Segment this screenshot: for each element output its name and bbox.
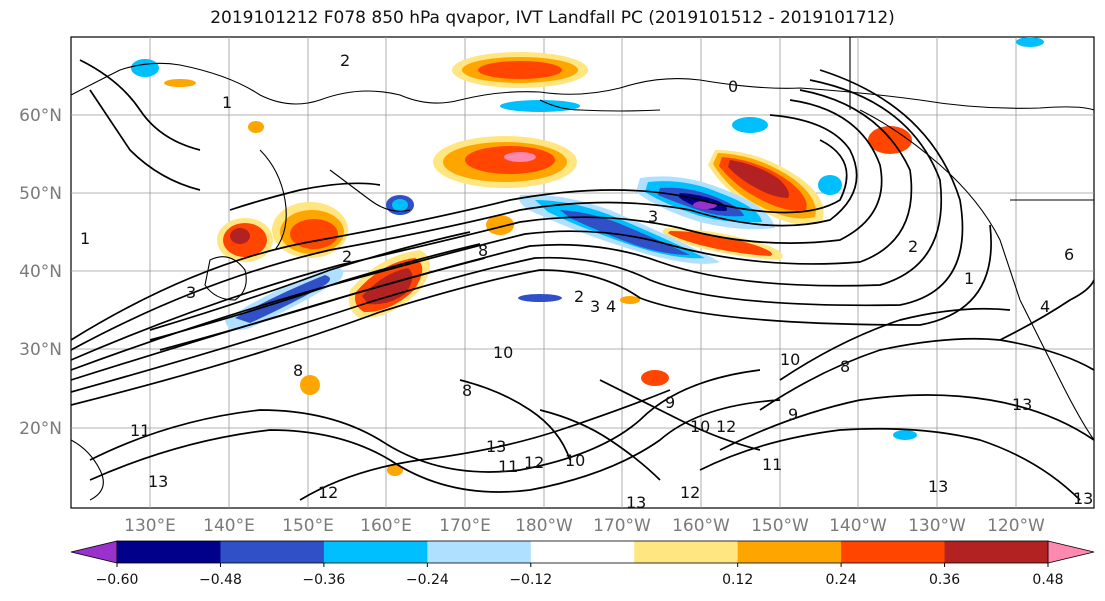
colorbar-segment <box>737 541 842 563</box>
contour-label: 10 <box>565 451 585 470</box>
contour-label: 11 <box>762 455 782 474</box>
contour-label: 4 <box>1040 297 1050 316</box>
contour-label: 6 <box>1064 245 1074 264</box>
lon-label: 140°W <box>829 516 887 536</box>
contour-label: 13 <box>626 493 646 512</box>
colorbar-tick-label: 0.24 <box>826 572 857 588</box>
contour-label: 11 <box>498 457 518 476</box>
contour-label: 0 <box>728 77 738 96</box>
contour-label: 3 <box>648 207 658 226</box>
contour-label: 1 <box>222 93 232 112</box>
colorbar-tick-label: −0.24 <box>406 572 449 588</box>
ivt-contours <box>71 59 1094 501</box>
contour-label: 12 <box>716 417 736 436</box>
contour-label: 10 <box>493 343 513 362</box>
map-title: 2019101212 F078 850 hPa qvapor, IVT Land… <box>210 8 895 28</box>
coastlines <box>71 37 1094 501</box>
lat-label: 20°N <box>19 419 62 439</box>
colorbar-segment <box>117 541 221 563</box>
colorbar-extend-max <box>1047 540 1095 564</box>
lon-label: 120°W <box>987 516 1045 536</box>
contour-label: 11 <box>130 421 150 440</box>
colorbar-tick-label: 0.48 <box>1032 572 1063 588</box>
contour-label: 2 <box>342 247 352 266</box>
latitude-labels: 60°N 50°N 40°N 30°N 20°N <box>19 106 62 439</box>
lon-label: 140°E <box>203 516 255 536</box>
contour-label: 1 <box>80 229 90 248</box>
contour-label: 13 <box>486 437 506 456</box>
contour-label: 12 <box>524 453 544 472</box>
lon-label: 160°E <box>360 516 412 536</box>
graticule <box>71 37 1094 508</box>
lat-label: 50°N <box>19 184 62 204</box>
lon-label: 130°W <box>908 516 966 536</box>
contour-label: 9 <box>665 393 675 412</box>
colorbar-segment <box>220 541 325 563</box>
lat-label: 30°N <box>19 340 62 360</box>
colorbar-segment <box>427 541 532 563</box>
contour-label: 4 <box>606 297 616 316</box>
contour-label: 2 <box>908 237 918 256</box>
contour-label: 8 <box>840 357 850 376</box>
contour-label: 2 <box>340 51 350 70</box>
qvapor-anomaly-fill <box>131 37 1044 476</box>
contour-label: 13 <box>148 472 168 491</box>
colorbar-tick-label: 0.36 <box>929 572 960 588</box>
contour-label: 3 <box>590 297 600 316</box>
lon-label: 130°E <box>124 516 176 536</box>
lon-label: 150°E <box>282 516 334 536</box>
colorbar-outline <box>116 540 1049 564</box>
contour-label: 12 <box>318 483 338 502</box>
contour-label: 13 <box>928 477 948 496</box>
colorbar: −0.60 −0.48 −0.36 −0.24 −0.12 0.12 0.24 0.36 0.4… <box>70 540 1095 588</box>
colorbar-tick-label: −0.36 <box>302 572 345 588</box>
longitude-labels: 130°E 140°E 150°E 160°E 170°E 180°W 170°… <box>124 516 1045 536</box>
colorbar-tick-label: 0.12 <box>722 572 753 588</box>
contour-label: 8 <box>462 381 472 400</box>
colorbar-segment <box>323 541 428 563</box>
lon-label: 180°W <box>515 516 573 536</box>
contour-label: 13 <box>1073 489 1093 508</box>
contour-label: 8 <box>293 361 303 380</box>
colorbar-segment <box>634 541 739 563</box>
contour-label: 13 <box>1012 395 1032 414</box>
contour-label: 9 <box>788 405 798 424</box>
contour-label: 8 <box>478 241 488 260</box>
lon-label: 170°E <box>439 516 491 536</box>
lat-label: 40°N <box>19 262 62 282</box>
colorbar-extend-min <box>70 540 118 564</box>
contour-label: 10 <box>690 417 710 436</box>
colorbar-tick-label: −0.60 <box>96 572 139 588</box>
contour-label: 10 <box>780 350 800 369</box>
map-frame <box>70 36 1095 509</box>
contour-label: 2 <box>574 287 584 306</box>
colorbar-tick-label: −0.12 <box>509 572 552 588</box>
lon-label: 170°W <box>593 516 651 536</box>
lon-label: 160°W <box>672 516 730 536</box>
contour-label: 3 <box>186 283 196 302</box>
colorbar-tick-label: −0.48 <box>199 572 242 588</box>
contour-label: 1 <box>964 269 974 288</box>
colorbar-segment <box>841 541 946 563</box>
lat-label: 60°N <box>19 106 62 126</box>
colorbar-segment <box>530 541 635 563</box>
lon-label: 150°W <box>751 516 809 536</box>
contour-labels: 2 1 1 3 8 2 2 3 4 3 10 8 8 10 11 13 12 1… <box>80 51 1093 512</box>
map-content: 2 1 1 3 8 2 2 3 4 3 10 8 8 10 11 13 12 1… <box>71 37 1094 512</box>
colorbar-segment <box>944 541 1049 563</box>
contour-label: 12 <box>680 483 700 502</box>
